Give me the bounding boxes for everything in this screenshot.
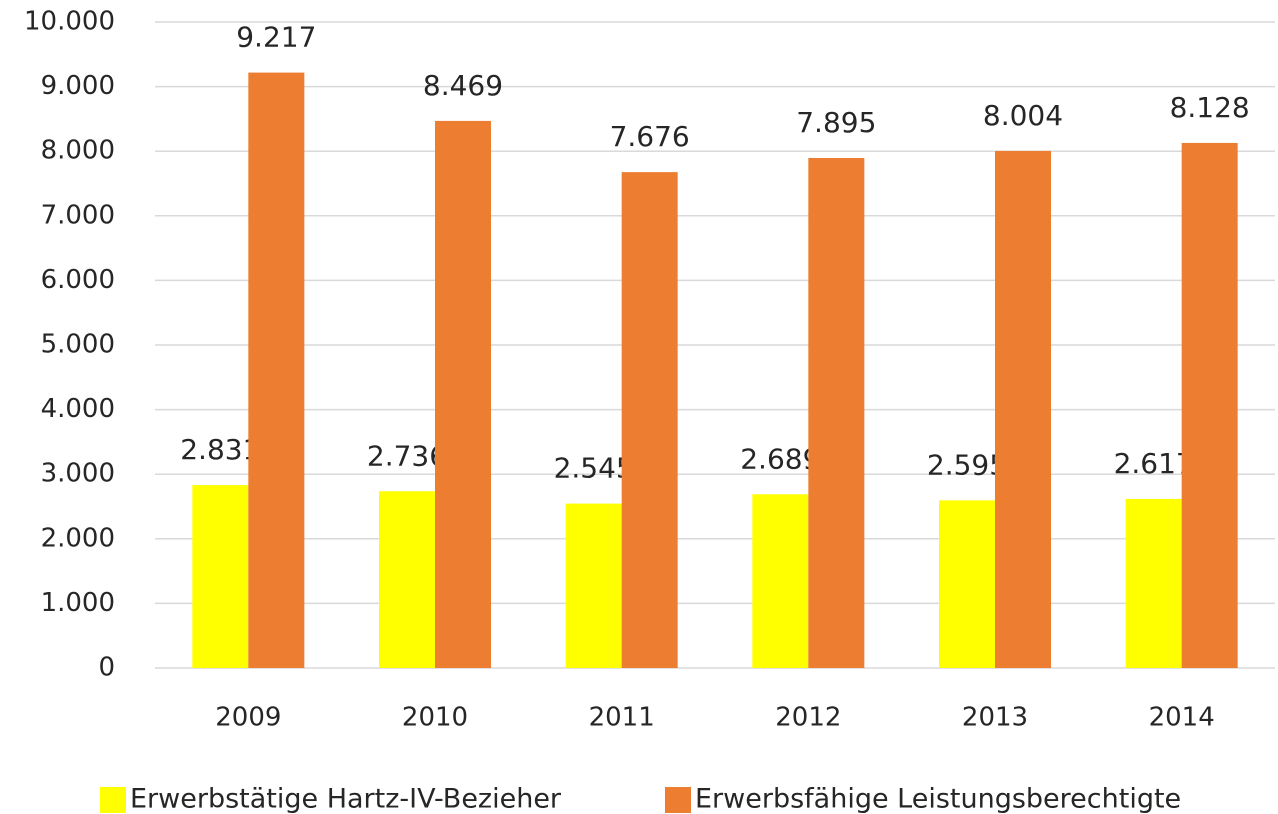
- legend-label: Erwerbstätige Hartz-IV-Bezieher: [130, 784, 562, 814]
- y-tick-label: 2.000: [41, 523, 115, 553]
- x-tick-label: 2011: [589, 703, 655, 733]
- data-label: 7.676: [610, 120, 690, 153]
- data-label: 8.128: [1170, 91, 1250, 124]
- data-label: 2.831: [180, 433, 260, 466]
- y-tick-label: 3.000: [41, 459, 115, 489]
- x-tick-label: 2012: [775, 703, 841, 733]
- y-tick-label: 5.000: [41, 330, 115, 360]
- data-label: 8.004: [983, 99, 1063, 132]
- data-label: 9.217: [236, 21, 316, 54]
- y-tick-label: 8.000: [41, 136, 115, 166]
- x-tick-label: 2013: [962, 703, 1028, 733]
- bar: [192, 485, 249, 668]
- x-tick-label: 2014: [1149, 703, 1215, 733]
- bar: [435, 120, 491, 669]
- y-tick-label: 10.000: [24, 7, 115, 37]
- legend-swatch: [100, 787, 126, 813]
- y-tick-label: 4.000: [41, 394, 115, 424]
- bar: [565, 503, 622, 668]
- legend-label: Erwerbsfähige Leistungsberechtigte: [695, 784, 1181, 814]
- data-label: 8.469: [423, 69, 503, 102]
- data-label: 2.736: [367, 439, 447, 472]
- bar: [379, 491, 435, 668]
- bar: [995, 150, 1051, 669]
- bar: [1125, 498, 1182, 668]
- bar: [621, 172, 678, 668]
- bar: [248, 72, 305, 669]
- bar: [939, 500, 995, 668]
- data-label: 2.689: [740, 442, 820, 475]
- x-tick-label: 2009: [215, 703, 281, 733]
- y-tick-label: 7.000: [41, 200, 115, 230]
- bar: [808, 157, 865, 668]
- y-tick-label: 0: [98, 653, 115, 683]
- x-tick-label: 2010: [402, 703, 468, 733]
- bar: [1181, 142, 1238, 668]
- y-tick-label: 1.000: [41, 588, 115, 618]
- data-label: 7.895: [796, 106, 876, 139]
- data-label: 2.595: [927, 448, 1007, 481]
- legend-swatch: [665, 787, 691, 813]
- y-tick-label: 6.000: [41, 265, 115, 295]
- bar: [752, 494, 809, 668]
- data-label: 2.545: [554, 452, 634, 485]
- y-tick-label: 9.000: [41, 71, 115, 101]
- data-label: 2.617: [1114, 447, 1194, 480]
